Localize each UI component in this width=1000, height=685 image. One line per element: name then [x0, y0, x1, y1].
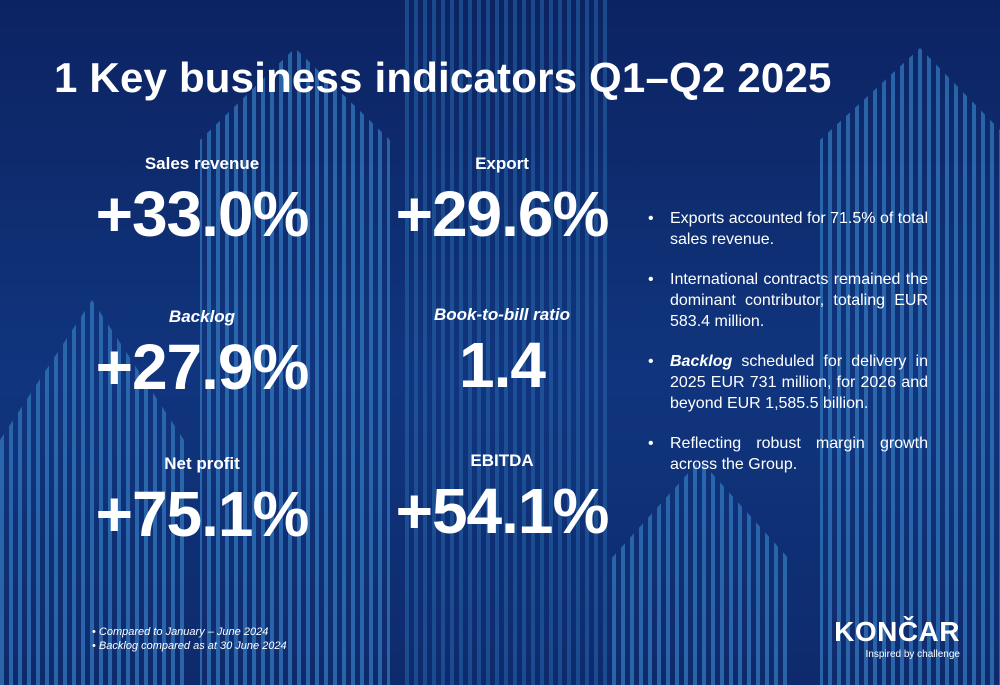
kpi-backlog: Backlog +27.9% [52, 307, 352, 399]
kpi-ebitda: EBITDA +54.1% [352, 451, 652, 543]
kpi-label: Backlog [168, 307, 236, 326]
company-logo: KONČAR Inspired by challenge [818, 616, 960, 661]
bullet-emphasis: Backlog [670, 353, 733, 370]
list-item: Backlog scheduled for delivery in 2025 E… [648, 351, 928, 414]
kpi-value: +54.1% [395, 475, 610, 547]
kpi-label: EBITDA [470, 451, 534, 470]
kpi-label: Export [475, 154, 529, 173]
kpi-book-to-bill: Book-to-bill ratio 1.4 [352, 305, 652, 397]
kpi-label: Sales revenue [144, 154, 260, 173]
kpi-value: 1.4 [459, 329, 546, 401]
kpi-export: Export +29.6% [352, 154, 652, 246]
logo-wordmark: KONČAR [834, 616, 960, 647]
footnote: Compared to January – June 2024 [92, 625, 287, 639]
list-item: Reflecting robust margin growth across t… [648, 433, 928, 475]
kpi-sales-revenue: Sales revenue +33.0% [52, 154, 352, 246]
footnote: Backlog compared as at 30 June 2024 [92, 639, 287, 653]
kpi-label: Book-to-bill ratio [434, 305, 570, 324]
list-item: Exports accounted for 71.5% of total sal… [648, 208, 928, 250]
kpi-value: +29.6% [395, 178, 610, 250]
list-item: International contracts remained the dom… [648, 269, 928, 332]
footnotes: Compared to January – June 2024 Backlog … [92, 625, 287, 653]
kpi-net-profit: Net profit +75.1% [52, 454, 352, 546]
kpi-value: +75.1% [95, 478, 310, 550]
logo-tagline: Inspired by challenge [865, 649, 960, 660]
page-title: 1 Key business indicators Q1–Q2 2025 [54, 54, 832, 101]
highlights-list: Exports accounted for 71.5% of total sal… [648, 208, 928, 494]
kpi-value: +27.9% [95, 331, 310, 403]
kpi-label: Net profit [164, 454, 240, 473]
kpi-value: +33.0% [95, 178, 310, 250]
